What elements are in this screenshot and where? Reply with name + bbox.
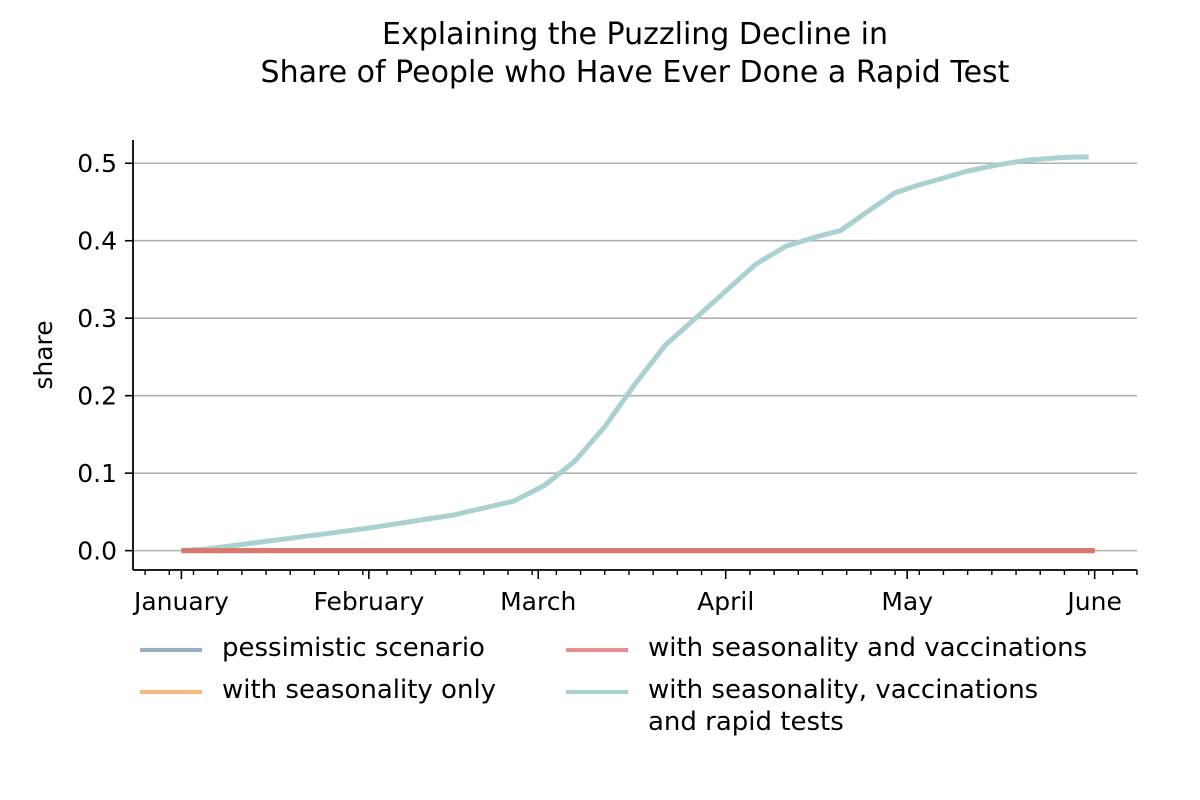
y-tick-label: 0.3: [77, 304, 117, 333]
y-tick-label: 0.4: [77, 227, 117, 256]
y-tick-label: 0.1: [77, 459, 117, 488]
legend-label: with seasonality and vaccinations: [648, 633, 1088, 663]
legend-item-1: pessimistic scenario: [140, 632, 485, 664]
y-tick-label: 0.5: [77, 149, 117, 178]
y-tick-label: 0.0: [77, 537, 117, 566]
chart-title-line-1: Explaining the Puzzling Decline in: [382, 17, 888, 52]
legend-item-4: with seasonality, vaccinations and rapid…: [566, 674, 1038, 738]
x-tick-label: June: [1065, 587, 1121, 616]
legend-item-3: with seasonality and vaccinations: [566, 632, 1087, 664]
legend-swatch: [566, 648, 628, 652]
x-tick-label: March: [500, 587, 576, 616]
chart-title-line-2: Share of People who Have Ever Done a Rap…: [260, 55, 1010, 90]
series-line-4: [181, 154, 1089, 554]
legend-label: with seasonality only: [222, 675, 497, 705]
legend-swatch: [140, 690, 202, 694]
y-axis-label: share: [29, 320, 58, 389]
legend-item-2: with seasonality only: [140, 674, 496, 706]
x-tick-label: May: [881, 587, 933, 616]
legend-swatch: [140, 648, 202, 652]
y-tick-label: 0.2: [77, 382, 117, 411]
chart-title: Explaining the Puzzling Decline in Share…: [0, 16, 1200, 92]
legend-label: with seasonality, vaccinations and rapid…: [648, 675, 1039, 737]
x-tick-label: January: [132, 587, 229, 616]
legend-swatch: [566, 690, 628, 694]
x-tick-label: February: [313, 587, 424, 616]
x-tick-label: April: [697, 587, 754, 616]
legend-label: pessimistic scenario: [222, 633, 485, 663]
